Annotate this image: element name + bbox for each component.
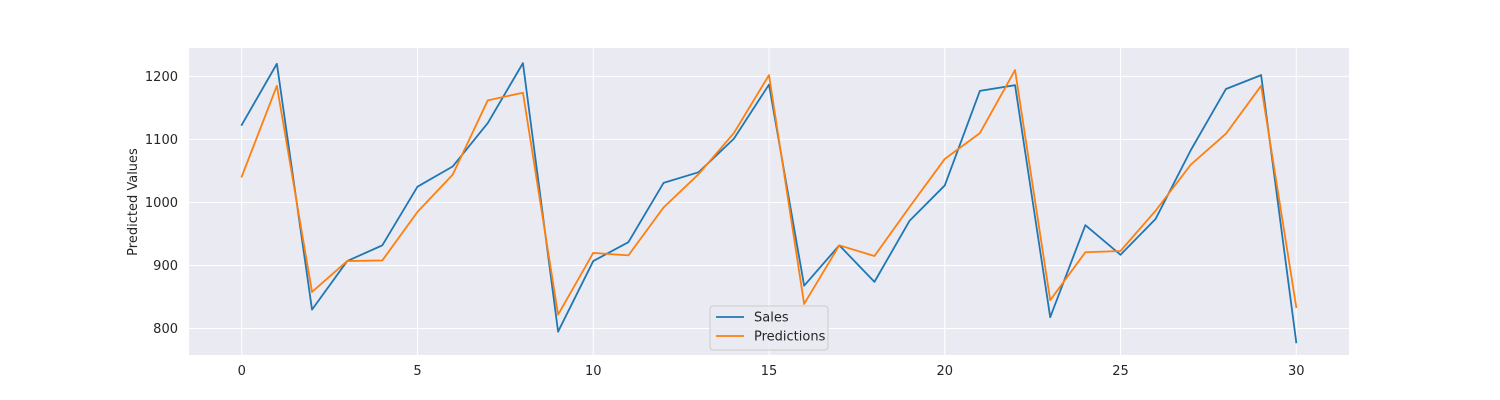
y-axis-label: Predicted Values	[126, 148, 141, 256]
x-axis-ticks: 0 5 10 15 20 25 30	[238, 364, 1305, 379]
y-tick-label: 1100	[145, 133, 178, 148]
y-tick-label: 1200	[145, 70, 178, 85]
x-tick-label: 10	[585, 364, 602, 379]
series-lines	[240, 62, 1298, 344]
x-tick-label: 30	[1288, 364, 1305, 379]
x-tick-label: 20	[936, 364, 953, 379]
series-line-predictions	[240, 69, 1298, 316]
y-tick-label: 800	[153, 322, 178, 337]
legend-label: Sales	[754, 311, 789, 326]
series-line-sales	[240, 62, 1298, 344]
legend: Sales Predictions	[709, 305, 829, 351]
x-tick-label: 25	[1112, 364, 1129, 379]
x-tick-label: 0	[238, 364, 246, 379]
x-tick-label: 5	[413, 364, 421, 379]
y-tick-label: 1000	[145, 196, 178, 211]
y-tick-label: 900	[153, 259, 178, 274]
legend-label: Predictions	[754, 330, 826, 345]
x-tick-label: 15	[761, 364, 778, 379]
y-axis-ticks: 800 900 1000 1100 1200	[145, 70, 178, 337]
grid-lines	[189, 48, 1349, 355]
